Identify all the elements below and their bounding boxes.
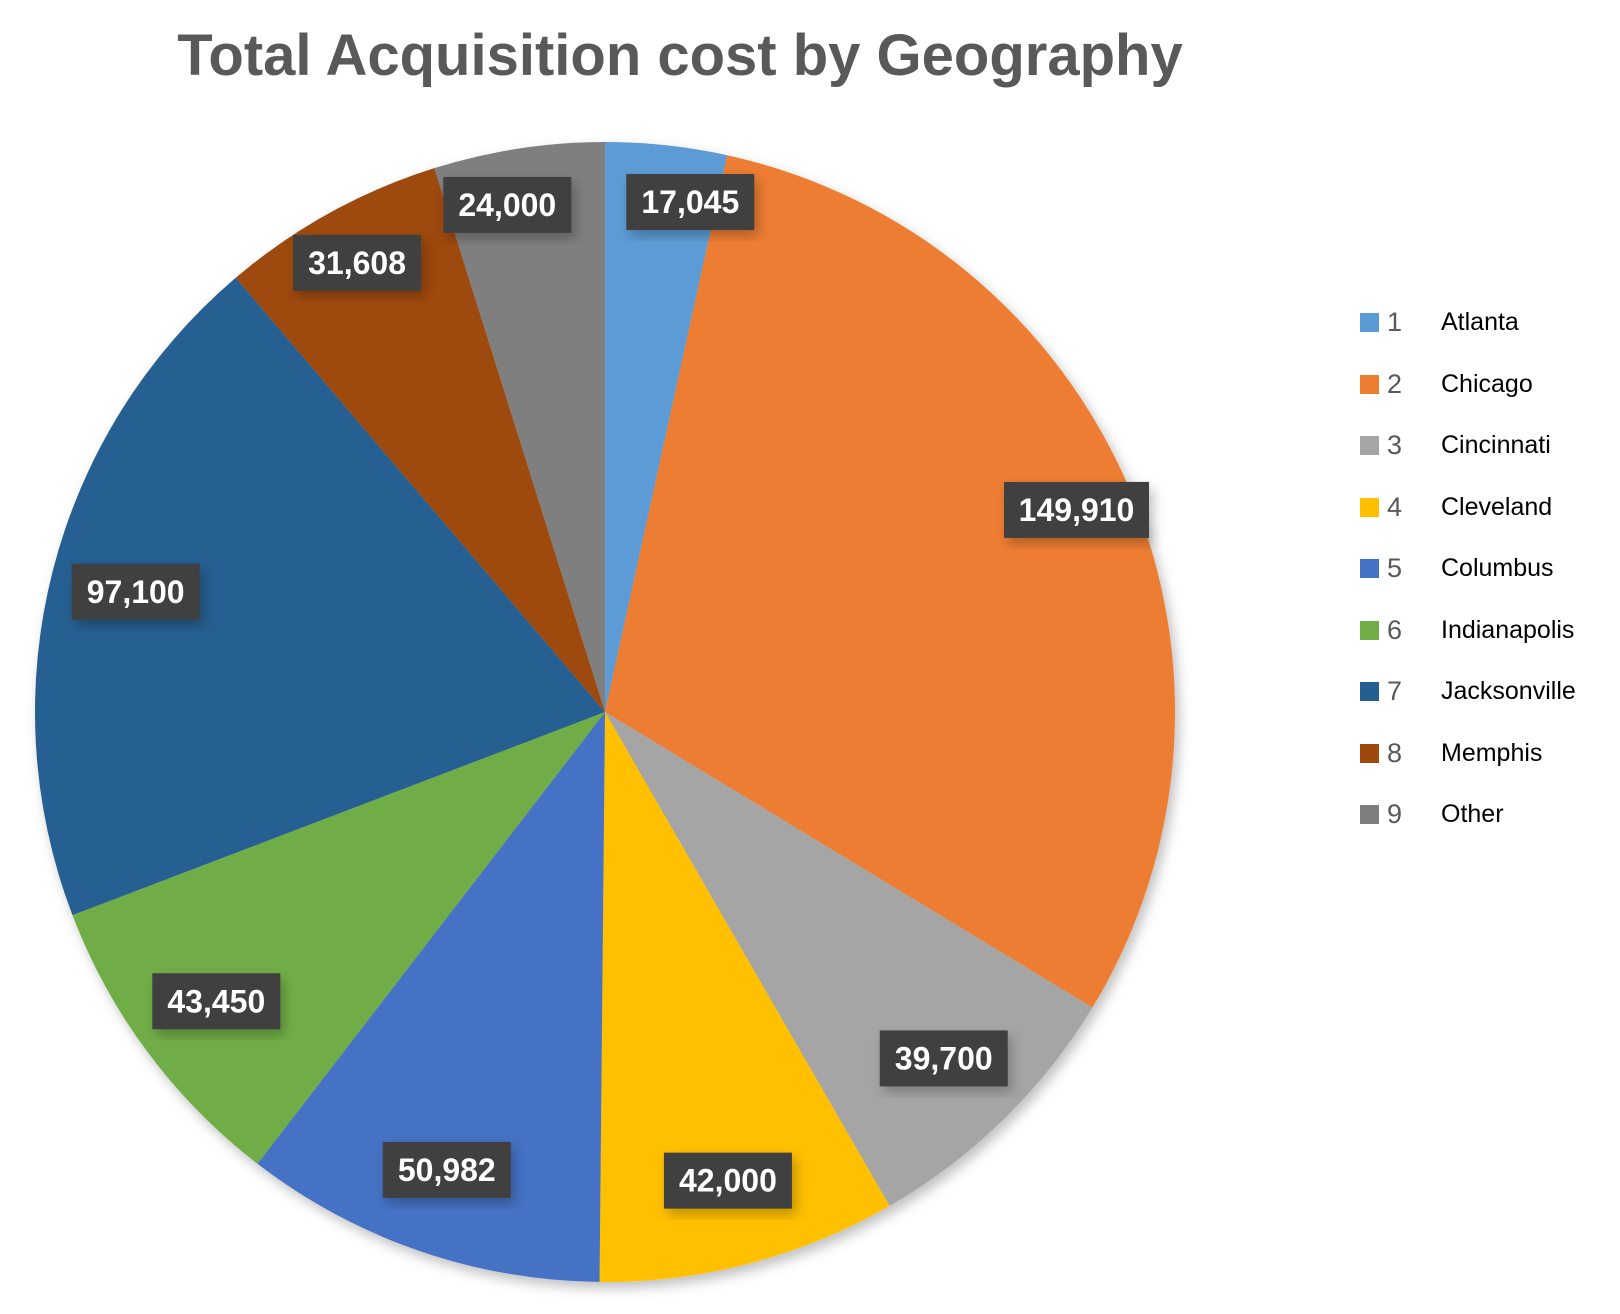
legend-item-atlanta: 1 Atlanta <box>1360 292 1576 354</box>
legend-label: Memphis <box>1441 738 1543 767</box>
legend-swatch <box>1360 682 1379 702</box>
legend-item-cleveland: 4 Cleveland <box>1360 477 1576 539</box>
legend-label: Jacksonville <box>1441 677 1576 706</box>
pie-slice-atlanta[interactable] <box>605 142 728 712</box>
legend-swatch <box>1360 620 1379 640</box>
data-label-box <box>152 973 281 1030</box>
legend-number: 1 <box>1387 307 1403 338</box>
legend-number: 3 <box>1387 430 1403 461</box>
data-label: 50,982 <box>382 1141 511 1198</box>
pie-slice-memphis[interactable] <box>235 168 605 712</box>
data-label-text: 31,608 <box>308 245 406 281</box>
data-label: 97,100 <box>71 563 200 620</box>
data-label-text: 43,450 <box>167 983 265 1019</box>
legend-swatch <box>1360 743 1379 763</box>
pie-slice-indianapolis[interactable] <box>72 712 605 1164</box>
data-label: 31,608 <box>293 234 422 291</box>
legend-label: Indianapolis <box>1441 615 1575 644</box>
legend-label: Cleveland <box>1441 492 1553 521</box>
data-label-box <box>293 234 422 291</box>
data-label-text: 149,910 <box>1019 492 1135 528</box>
legend-swatch <box>1360 374 1379 394</box>
legend-swatch <box>1360 805 1379 825</box>
pie-slice-chicago[interactable] <box>605 155 1176 1008</box>
legend-item-other: 9 Other <box>1360 784 1576 846</box>
legend-swatch <box>1360 497 1379 517</box>
legend-label: Chicago <box>1441 369 1533 398</box>
data-label-box <box>1004 481 1150 538</box>
legend: 1 Atlanta 2 Chicago 3 Cincinnati 4 Cleveland 5 Co… <box>1360 292 1576 846</box>
legend-item-cincinnati: 3 Cincinnati <box>1360 415 1576 477</box>
pie-slice-columbus[interactable] <box>257 712 605 1282</box>
data-label-text: 42,000 <box>679 1163 777 1199</box>
data-label-box <box>443 176 572 233</box>
data-label-box <box>382 1141 511 1198</box>
data-label: 149,910 <box>1004 481 1150 538</box>
legend-item-indianapolis: 6 Indianapolis <box>1360 600 1576 662</box>
legend-item-memphis: 8 Memphis <box>1360 723 1576 785</box>
data-label: 43,450 <box>152 973 281 1030</box>
data-label-text: 97,100 <box>87 574 185 610</box>
data-label-box <box>879 1030 1008 1087</box>
legend-label: Atlanta <box>1441 308 1519 337</box>
pie-slice-other[interactable] <box>434 142 605 712</box>
data-label: 24,000 <box>443 176 572 233</box>
legend-number: 7 <box>1387 676 1403 707</box>
data-label-text: 24,000 <box>458 187 556 223</box>
legend-number: 2 <box>1387 368 1403 399</box>
data-label-text: 39,700 <box>895 1040 993 1076</box>
legend-swatch <box>1360 313 1379 333</box>
legend-label: Other <box>1441 800 1504 829</box>
legend-number: 5 <box>1387 553 1403 584</box>
pie-slice-cleveland[interactable] <box>599 712 890 1282</box>
legend-item-columbus: 5 Columbus <box>1360 538 1576 600</box>
data-label: 39,700 <box>879 1030 1008 1087</box>
chart-title: Total Acquisition cost by Geography <box>177 23 1183 88</box>
legend-swatch <box>1360 436 1379 456</box>
data-label: 17,045 <box>626 173 755 230</box>
pie-slice-jacksonville[interactable] <box>35 277 606 916</box>
data-label-box <box>626 173 755 230</box>
legend-number: 6 <box>1387 614 1403 645</box>
legend-number: 9 <box>1387 799 1403 830</box>
data-label-box <box>71 563 200 620</box>
pie-chart: 17,045 149,910 39,700 42,000 50,982 43,450 97,… <box>35 142 1176 1282</box>
legend-number: 8 <box>1387 737 1403 768</box>
legend-label: Cincinnati <box>1441 431 1551 460</box>
legend-label: Columbus <box>1441 554 1554 583</box>
legend-number: 4 <box>1387 491 1403 522</box>
data-label-text: 17,045 <box>641 184 739 220</box>
data-label-box <box>663 1152 792 1209</box>
legend-swatch <box>1360 559 1379 579</box>
data-label: 42,000 <box>663 1152 792 1209</box>
legend-item-jacksonville: 7 Jacksonville <box>1360 661 1576 723</box>
data-label-text: 50,982 <box>398 1152 496 1188</box>
legend-item-chicago: 2 Chicago <box>1360 354 1576 416</box>
